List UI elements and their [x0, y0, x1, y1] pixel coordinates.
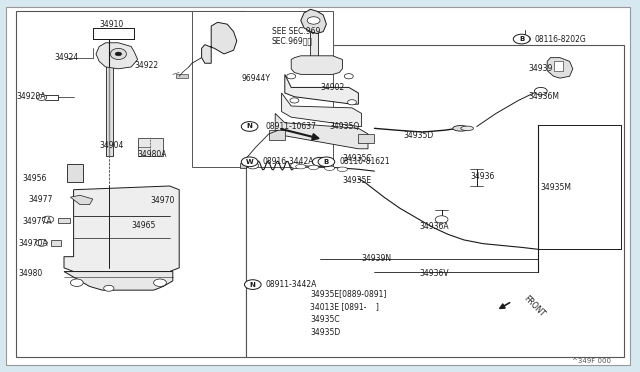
- Circle shape: [435, 216, 448, 223]
- Text: 34935D: 34935D: [403, 131, 433, 140]
- Polygon shape: [70, 195, 93, 205]
- Polygon shape: [240, 163, 246, 168]
- Polygon shape: [554, 61, 563, 71]
- Ellipse shape: [296, 164, 306, 169]
- Circle shape: [36, 94, 47, 100]
- Circle shape: [291, 163, 301, 169]
- Text: FRONT: FRONT: [522, 295, 547, 319]
- Circle shape: [312, 157, 328, 166]
- Text: 34977: 34977: [29, 195, 53, 203]
- Text: 34922: 34922: [134, 61, 159, 70]
- Text: B: B: [324, 159, 329, 165]
- Bar: [310, 32, 318, 60]
- Polygon shape: [64, 272, 173, 290]
- Circle shape: [104, 285, 114, 291]
- Circle shape: [534, 87, 547, 95]
- Bar: [246, 45, 624, 357]
- Text: 34935E: 34935E: [342, 176, 372, 185]
- Polygon shape: [275, 113, 368, 149]
- Polygon shape: [202, 22, 237, 63]
- Text: ^349F 000: ^349F 000: [572, 358, 611, 364]
- Ellipse shape: [308, 165, 319, 170]
- Circle shape: [344, 74, 353, 79]
- Text: 34935M: 34935M: [541, 183, 572, 192]
- Bar: [67, 164, 83, 182]
- Text: 34935Q: 34935Q: [330, 122, 360, 131]
- Polygon shape: [301, 9, 326, 33]
- Text: 34904: 34904: [99, 141, 124, 150]
- Circle shape: [70, 279, 83, 286]
- Text: 34910: 34910: [100, 20, 124, 29]
- Text: 34939: 34939: [528, 64, 552, 73]
- Text: 96944Y: 96944Y: [242, 74, 271, 83]
- Circle shape: [115, 52, 122, 56]
- Circle shape: [519, 36, 531, 42]
- Text: W: W: [246, 159, 253, 165]
- Polygon shape: [291, 56, 342, 74]
- Text: N: N: [250, 282, 256, 288]
- Circle shape: [307, 17, 320, 24]
- Text: 34013E [0891-    ]: 34013E [0891- ]: [310, 302, 380, 311]
- Bar: [138, 138, 163, 156]
- Text: 34936A: 34936A: [419, 222, 449, 231]
- Bar: [16, 11, 246, 357]
- Text: 34956: 34956: [22, 174, 47, 183]
- Text: 34965: 34965: [131, 221, 156, 230]
- Text: 34902: 34902: [320, 83, 344, 92]
- Circle shape: [244, 280, 261, 289]
- Ellipse shape: [324, 166, 335, 170]
- Polygon shape: [269, 130, 285, 140]
- Text: 34939N: 34939N: [362, 254, 392, 263]
- Polygon shape: [358, 134, 374, 143]
- Circle shape: [348, 100, 356, 105]
- Text: 34935C: 34935C: [342, 154, 372, 163]
- Bar: [192, 11, 333, 167]
- Polygon shape: [51, 240, 61, 246]
- Text: 34935E[0889-0891]: 34935E[0889-0891]: [310, 289, 387, 298]
- Polygon shape: [282, 93, 362, 126]
- Circle shape: [513, 34, 530, 44]
- Text: 34936M: 34936M: [528, 92, 559, 101]
- Text: 08911-10637: 08911-10637: [266, 122, 317, 131]
- Circle shape: [287, 74, 296, 79]
- Text: 34980A: 34980A: [138, 150, 167, 159]
- Circle shape: [36, 240, 47, 246]
- Text: 34920A: 34920A: [16, 92, 45, 101]
- Circle shape: [318, 157, 335, 167]
- Circle shape: [241, 157, 258, 167]
- Text: SEE SEC.969: SEE SEC.969: [272, 27, 321, 36]
- Bar: [106, 65, 113, 156]
- Text: 34977A: 34977A: [22, 217, 52, 226]
- Ellipse shape: [461, 126, 474, 131]
- Bar: [176, 74, 188, 78]
- Text: 34980: 34980: [18, 269, 42, 278]
- Text: 34936V: 34936V: [419, 269, 449, 278]
- Text: 08916-3442A: 08916-3442A: [262, 157, 314, 166]
- Text: 34936: 34936: [470, 172, 495, 181]
- Text: 34970A: 34970A: [18, 239, 47, 248]
- Text: 34935C: 34935C: [310, 315, 340, 324]
- Text: 34970: 34970: [150, 196, 175, 205]
- Text: 34924: 34924: [54, 53, 79, 62]
- Ellipse shape: [453, 126, 468, 131]
- Ellipse shape: [110, 48, 127, 60]
- Circle shape: [290, 98, 299, 103]
- Text: N: N: [246, 124, 253, 129]
- Text: 08116-8202G: 08116-8202G: [534, 35, 586, 44]
- Circle shape: [154, 279, 166, 286]
- Text: B: B: [519, 36, 524, 42]
- Text: 08110-81621: 08110-81621: [339, 157, 390, 166]
- Polygon shape: [58, 218, 70, 223]
- Ellipse shape: [337, 167, 348, 171]
- Polygon shape: [285, 74, 358, 104]
- Text: SEC.969参照: SEC.969参照: [272, 36, 313, 45]
- Text: 08911-3442A: 08911-3442A: [266, 280, 317, 289]
- Circle shape: [241, 122, 258, 131]
- Circle shape: [247, 162, 259, 169]
- Polygon shape: [547, 58, 573, 78]
- Text: 34935D: 34935D: [310, 328, 340, 337]
- Polygon shape: [64, 186, 179, 272]
- Circle shape: [42, 216, 54, 223]
- Polygon shape: [96, 43, 138, 69]
